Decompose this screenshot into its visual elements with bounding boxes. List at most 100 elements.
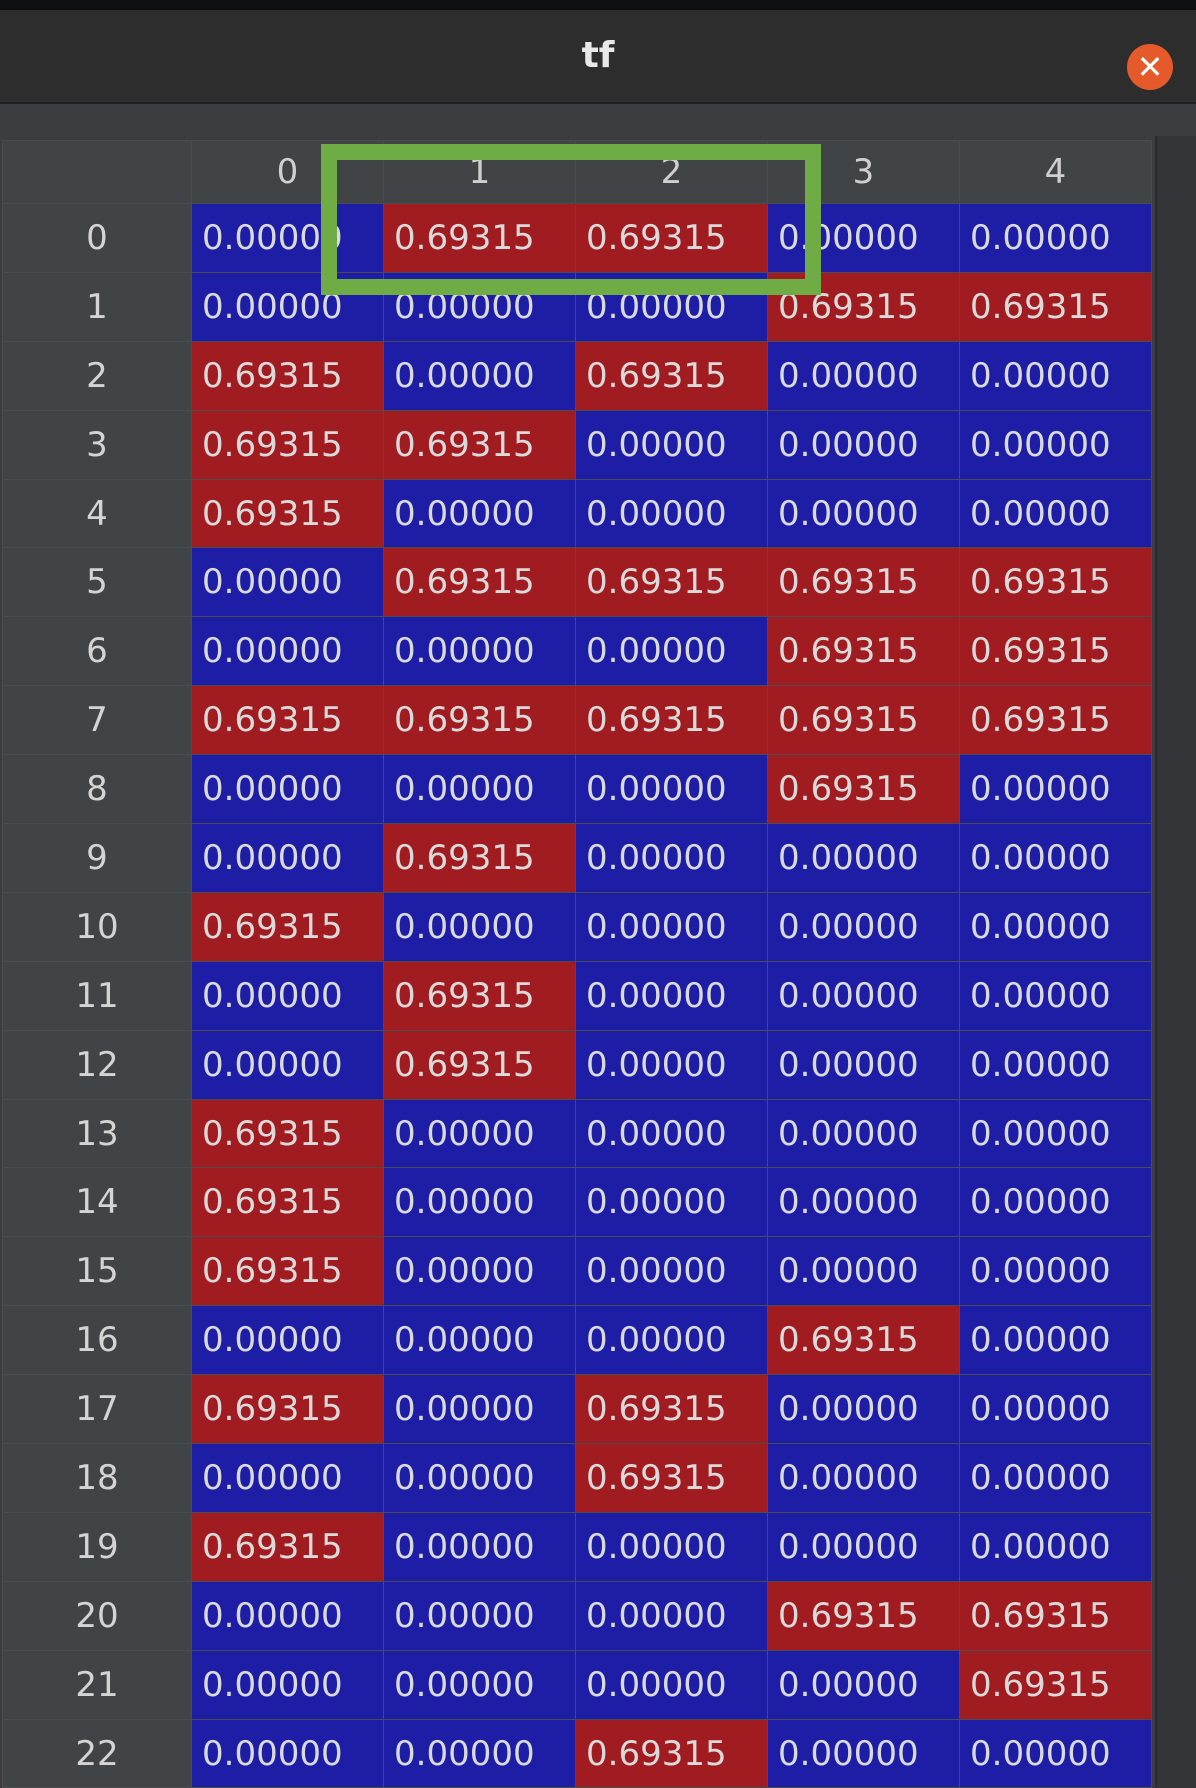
row-header[interactable]: 4 [2, 478, 192, 549]
row-header[interactable]: 15 [2, 1236, 192, 1307]
table-cell[interactable]: 0.00000 [575, 1580, 768, 1651]
table-cell[interactable]: 0.00000 [191, 616, 384, 687]
table-cell[interactable]: 0.69315 [575, 1718, 768, 1788]
table-cell[interactable]: 0.00000 [191, 754, 384, 825]
row-header[interactable]: 19 [2, 1511, 192, 1582]
table-cell[interactable]: 0.69315 [767, 1580, 960, 1651]
table-cell[interactable]: 0.00000 [575, 754, 768, 825]
row-header[interactable]: 8 [2, 754, 192, 825]
table-row[interactable]: 5 0.00000 0.69315 0.69315 0.69315 0.69315 [2, 547, 1152, 618]
table-cell[interactable]: 0.00000 [575, 1098, 768, 1169]
table-cell[interactable]: 0.00000 [191, 1580, 384, 1651]
table-cell[interactable]: 0.00000 [959, 1305, 1152, 1376]
table-cell[interactable]: 0.69315 [575, 340, 768, 411]
row-header[interactable]: 13 [2, 1098, 192, 1169]
table-cell[interactable]: 0.00000 [575, 1236, 768, 1307]
table-cell[interactable]: 0.69315 [575, 1443, 768, 1513]
table-cell[interactable]: 0.00000 [383, 1236, 576, 1307]
row-header[interactable]: 0 [2, 203, 192, 273]
table-cell[interactable]: 0.69315 [959, 1580, 1152, 1651]
table-cell[interactable]: 0.00000 [575, 409, 768, 480]
table-cell[interactable]: 0.00000 [959, 1098, 1152, 1169]
table-cell[interactable]: 0.00000 [767, 960, 960, 1031]
table-row[interactable]: 4 0.69315 0.00000 0.00000 0.00000 0.00000 [2, 478, 1152, 549]
table-cell[interactable]: 0.00000 [383, 1167, 576, 1238]
table-cell[interactable]: 0.00000 [383, 1374, 576, 1445]
row-header[interactable]: 16 [2, 1305, 192, 1376]
table-cell[interactable]: 0.00000 [767, 409, 960, 480]
table-cell[interactable]: 0.00000 [383, 754, 576, 825]
row-header[interactable]: 7 [2, 685, 192, 756]
table-cell[interactable]: 0.00000 [959, 340, 1152, 411]
table-cell[interactable]: 0.00000 [575, 1511, 768, 1582]
table-row[interactable]: 14 0.69315 0.00000 0.00000 0.00000 0.00000 [2, 1167, 1152, 1238]
column-header-1[interactable]: 1 [383, 140, 576, 204]
table-cell[interactable]: 0.00000 [959, 823, 1152, 893]
table-cell[interactable]: 0.69315 [383, 823, 576, 893]
row-header[interactable]: 18 [2, 1443, 192, 1513]
table-cell[interactable]: 0.00000 [191, 1718, 384, 1788]
table-cell[interactable]: 0.00000 [767, 891, 960, 962]
table-cell[interactable]: 0.00000 [191, 547, 384, 618]
table-row[interactable]: 1 0.00000 0.00000 0.00000 0.69315 0.69315 [2, 271, 1152, 342]
table-cell[interactable]: 0.00000 [959, 1511, 1152, 1582]
table-cell[interactable]: 0.69315 [767, 1305, 960, 1376]
table-cell[interactable]: 0.69315 [959, 1649, 1152, 1720]
table-cell[interactable]: 0.00000 [767, 1718, 960, 1788]
table-row[interactable]: 18 0.00000 0.00000 0.69315 0.00000 0.00000 [2, 1443, 1152, 1513]
table-cell[interactable]: 0.00000 [383, 1305, 576, 1376]
row-header[interactable]: 6 [2, 616, 192, 687]
table-cell[interactable]: 0.00000 [767, 823, 960, 893]
table-cell[interactable]: 0.00000 [767, 340, 960, 411]
table-cell[interactable]: 0.00000 [383, 891, 576, 962]
table-cell[interactable]: 0.00000 [191, 271, 384, 342]
table-cell[interactable]: 0.69315 [767, 616, 960, 687]
table-cell[interactable]: 0.00000 [959, 1443, 1152, 1513]
table-row[interactable]: 2 0.69315 0.00000 0.69315 0.00000 0.00000 [2, 340, 1152, 411]
table-cell[interactable]: 0.00000 [383, 1649, 576, 1720]
table-cell[interactable]: 0.00000 [767, 203, 960, 273]
table-cell[interactable]: 0.69315 [383, 409, 576, 480]
table-cell[interactable]: 0.00000 [959, 1167, 1152, 1238]
table-cell[interactable]: 0.00000 [383, 1511, 576, 1582]
table-cell[interactable]: 0.69315 [383, 960, 576, 1031]
table-cell[interactable]: 0.69315 [383, 547, 576, 618]
table-row[interactable]: 20 0.00000 0.00000 0.00000 0.69315 0.69315 [2, 1580, 1152, 1651]
row-header[interactable]: 10 [2, 891, 192, 962]
title-bar[interactable]: tf ✕ [0, 10, 1196, 104]
table-cell[interactable]: 0.00000 [767, 478, 960, 549]
close-icon[interactable]: ✕ [1127, 44, 1173, 90]
table-cell[interactable]: 0.69315 [575, 685, 768, 756]
table-cell[interactable]: 0.00000 [959, 891, 1152, 962]
row-header[interactable]: 2 [2, 340, 192, 411]
table-cell[interactable]: 0.00000 [383, 1443, 576, 1513]
table-cell[interactable]: 0.00000 [575, 891, 768, 962]
table-row[interactable]: 15 0.69315 0.00000 0.00000 0.00000 0.00000 [2, 1236, 1152, 1307]
table-cell[interactable]: 0.69315 [959, 616, 1152, 687]
table-cell[interactable]: 0.00000 [959, 754, 1152, 825]
table-cell[interactable]: 0.00000 [767, 1098, 960, 1169]
table-cell[interactable]: 0.69315 [191, 478, 384, 549]
table-row[interactable]: 8 0.00000 0.00000 0.00000 0.69315 0.00000 [2, 754, 1152, 825]
table-cell[interactable]: 0.00000 [959, 1718, 1152, 1788]
row-header[interactable]: 17 [2, 1374, 192, 1445]
row-header[interactable]: 22 [2, 1718, 192, 1788]
table-cell[interactable]: 0.69315 [383, 203, 576, 273]
table-cell[interactable]: 0.00000 [575, 1649, 768, 1720]
table-cell[interactable]: 0.00000 [575, 960, 768, 1031]
table-cell[interactable]: 0.00000 [191, 823, 384, 893]
table-cell[interactable]: 0.00000 [191, 1305, 384, 1376]
table-cell[interactable]: 0.00000 [767, 1511, 960, 1582]
table-cell[interactable]: 0.00000 [383, 616, 576, 687]
column-header-0[interactable]: 0 [191, 140, 384, 204]
table-cell[interactable]: 0.00000 [383, 1580, 576, 1651]
table-row[interactable]: 22 0.00000 0.00000 0.69315 0.00000 0.00000 [2, 1718, 1152, 1788]
table-row[interactable]: 13 0.69315 0.00000 0.00000 0.00000 0.00000 [2, 1098, 1152, 1169]
table-cell[interactable]: 0.00000 [383, 478, 576, 549]
table-cell[interactable]: 0.00000 [575, 271, 768, 342]
table-cell[interactable]: 0.69315 [383, 685, 576, 756]
table-cell[interactable]: 0.00000 [959, 478, 1152, 549]
table-cell[interactable]: 0.00000 [191, 1649, 384, 1720]
table-cell[interactable]: 0.69315 [767, 754, 960, 825]
table-cell[interactable]: 0.00000 [575, 1305, 768, 1376]
